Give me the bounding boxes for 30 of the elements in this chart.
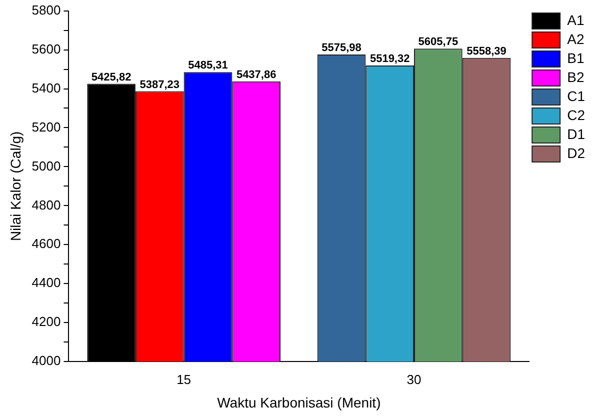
y-tick-label: 4200 bbox=[32, 314, 61, 330]
y-tick-label: 5800 bbox=[32, 2, 61, 18]
y-tick-label: 5200 bbox=[32, 119, 61, 134]
data-label: 5519,32 bbox=[370, 53, 410, 66]
y-tick-label: 4000 bbox=[32, 353, 61, 368]
x-tick-label: 15 bbox=[176, 372, 192, 387]
legend-label: B2 bbox=[567, 68, 584, 85]
legend-label: C1 bbox=[567, 88, 586, 104]
y-tick-label: 4400 bbox=[32, 275, 61, 290]
y-tick-label: 4600 bbox=[32, 236, 61, 252]
y-tick-label: 4800 bbox=[32, 197, 61, 212]
data-label: 5485,31 bbox=[188, 60, 228, 72]
y-axis-title: Nilai Kalor (Cal/g) bbox=[7, 131, 24, 242]
y-tick-label: 5000 bbox=[32, 158, 61, 174]
x-axis-title: Waktu Karbonisasi (Menit) bbox=[217, 394, 381, 410]
x-tick-label: 30 bbox=[406, 372, 422, 387]
data-label: 5437,86 bbox=[236, 68, 276, 81]
y-tick-label: 5600 bbox=[32, 41, 61, 56]
y-tick-label: 5400 bbox=[32, 80, 61, 96]
legend-label: D2 bbox=[567, 144, 586, 161]
data-label: 5605,75 bbox=[418, 36, 458, 48]
legend-label: A1 bbox=[567, 12, 584, 28]
data-label: 5558,39 bbox=[466, 45, 506, 58]
data-label: 5425,82 bbox=[91, 71, 132, 84]
legend-label: C2 bbox=[567, 106, 586, 123]
data-label: 5575,98 bbox=[322, 42, 362, 54]
data-label: 5387,23 bbox=[140, 78, 180, 91]
legend-label: D1 bbox=[567, 126, 586, 142]
legend-label: A2 bbox=[567, 30, 584, 47]
legend-label: B1 bbox=[567, 50, 584, 66]
